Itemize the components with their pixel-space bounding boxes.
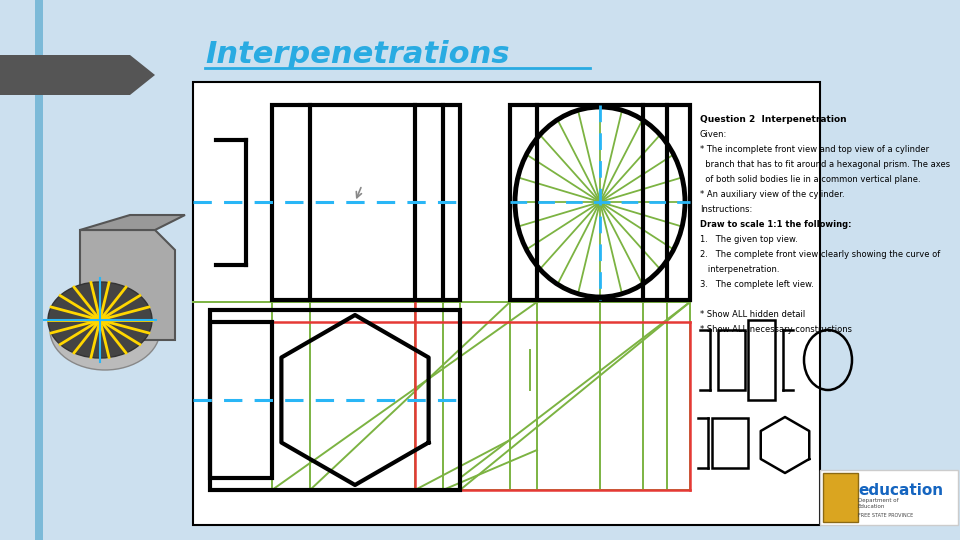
Text: Draw to scale 1:1 the following:: Draw to scale 1:1 the following:: [700, 220, 852, 229]
Bar: [510, 105, 690, 300]
Polygon shape: [80, 230, 175, 340]
Text: * The incomplete front view and top view of a cylinder: * The incomplete front view and top view…: [700, 145, 929, 154]
Text: * Show ALL necessary constructions: * Show ALL necessary constructions: [700, 325, 852, 334]
Text: of both solid bodies lie in a common vertical plane.: of both solid bodies lie in a common ver…: [700, 175, 921, 184]
Bar: [712, 418, 748, 468]
Text: education: education: [858, 483, 943, 498]
Text: 2.   The complete front view clearly showing the curve of: 2. The complete front view clearly showi…: [700, 250, 940, 259]
Bar: [823, 473, 858, 522]
Bar: [210, 310, 460, 490]
Bar: [210, 322, 272, 478]
Text: Interpenetrations: Interpenetrations: [205, 40, 510, 69]
Text: 3.   The complete left view.: 3. The complete left view.: [700, 280, 814, 289]
Polygon shape: [80, 215, 185, 230]
Text: * An auxiliary view of the cylinder.: * An auxiliary view of the cylinder.: [700, 190, 845, 199]
Text: FREE STATE PROVINCE: FREE STATE PROVINCE: [858, 513, 913, 518]
Text: interpenetration.: interpenetration.: [700, 265, 780, 274]
Text: * Show ALL hidden detail: * Show ALL hidden detail: [700, 310, 805, 319]
Text: 1.   The given top view.: 1. The given top view.: [700, 235, 798, 244]
Text: Instructions:: Instructions:: [700, 205, 753, 214]
Bar: [272, 105, 460, 300]
Bar: [820, 470, 958, 525]
Bar: [718, 330, 745, 390]
Text: Question 2  Interpenetration: Question 2 Interpenetration: [700, 115, 847, 124]
Bar: [748, 320, 775, 400]
Ellipse shape: [48, 282, 152, 358]
Bar: [35, 0, 43, 540]
Polygon shape: [0, 55, 155, 95]
Ellipse shape: [50, 290, 160, 370]
Text: Department of
Education: Department of Education: [858, 498, 899, 509]
Bar: [193, 82, 820, 525]
Text: branch that has to fit around a hexagonal prism. The axes: branch that has to fit around a hexagona…: [700, 160, 950, 169]
Text: Given:: Given:: [700, 130, 728, 139]
